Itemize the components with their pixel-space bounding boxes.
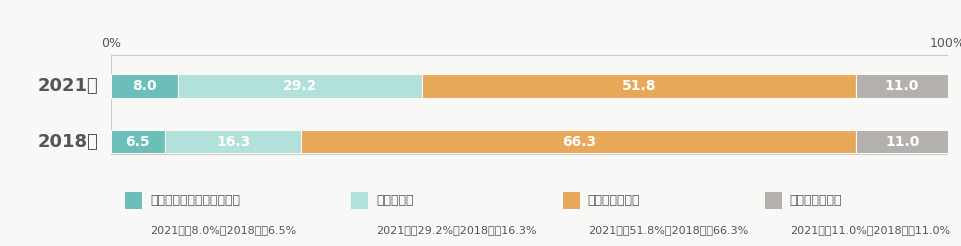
Bar (165, 130, 301, 153)
Text: 29.2: 29.2 (283, 79, 316, 93)
Text: 認めており、推進している: 認めており、推進している (150, 194, 240, 207)
Text: 2021年：11.0%　2018年：11.0%: 2021年：11.0% 2018年：11.0% (789, 225, 949, 235)
Bar (111, 74, 178, 98)
Text: 認めている: 認めている (376, 194, 413, 207)
Text: 2021年：29.2%　2018年：16.3%: 2021年：29.2% 2018年：16.3% (376, 225, 536, 235)
Bar (301, 130, 855, 153)
Text: 11.0: 11.0 (884, 135, 919, 149)
Text: 11.0: 11.0 (883, 79, 918, 93)
Text: よく分からない: よく分からない (789, 194, 842, 207)
Text: 100%: 100% (928, 37, 961, 50)
Bar (178, 74, 422, 98)
Bar (111, 130, 165, 153)
Text: 禁止にしている: 禁止にしている (587, 194, 640, 207)
Bar (855, 130, 948, 153)
Text: 2018年: 2018年 (37, 133, 98, 151)
Text: 8.0: 8.0 (132, 79, 157, 93)
Text: 6.5: 6.5 (125, 135, 150, 149)
Text: 16.3: 16.3 (216, 135, 250, 149)
Bar (854, 74, 947, 98)
Text: 2021年: 2021年 (37, 77, 98, 95)
Text: 51.8: 51.8 (621, 79, 655, 93)
Text: 66.3: 66.3 (561, 135, 596, 149)
Text: 0%: 0% (101, 37, 120, 50)
Bar (422, 74, 854, 98)
Text: 2021年：51.8%　2018年：66.3%: 2021年：51.8% 2018年：66.3% (587, 225, 748, 235)
Text: 2021年：8.0%　2018年：6.5%: 2021年：8.0% 2018年：6.5% (150, 225, 296, 235)
